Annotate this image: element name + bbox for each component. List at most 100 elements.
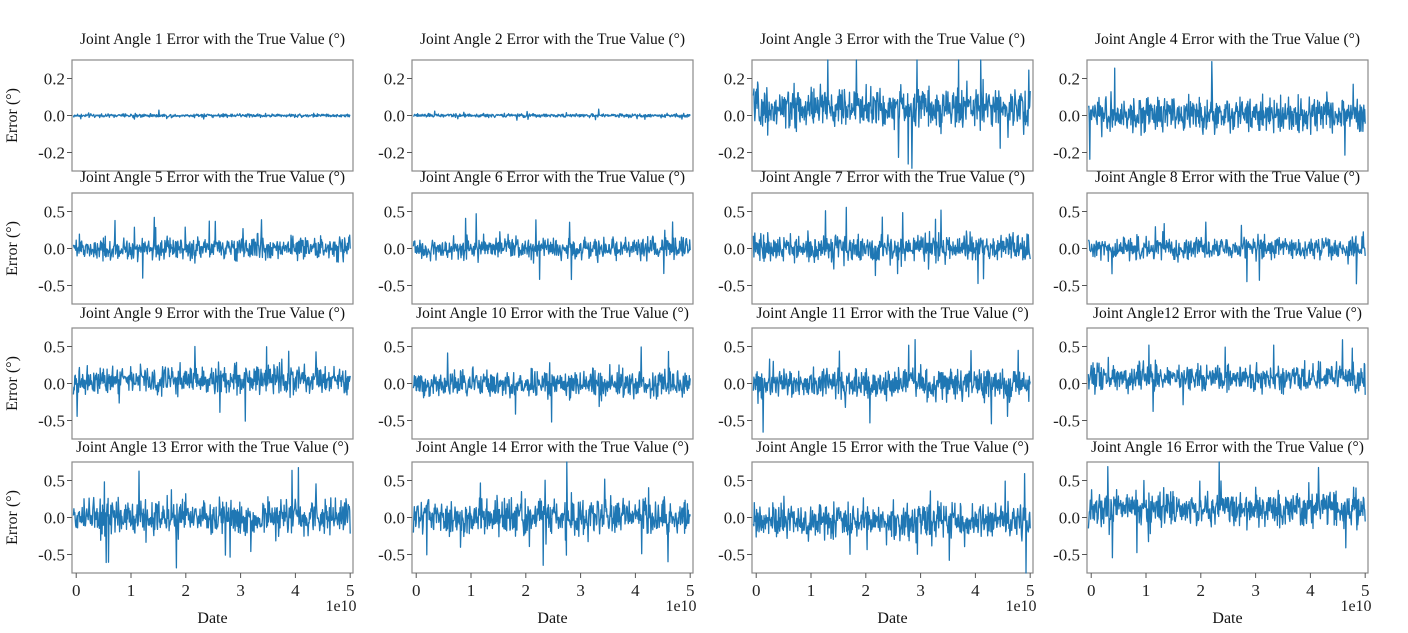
series-line	[412, 346, 691, 423]
x-tick-label: 0	[72, 581, 81, 600]
series-line	[1087, 60, 1366, 160]
chart-title: Joint Angle 2 Error with the True Value …	[420, 31, 685, 48]
x-tick-label: 1	[1142, 581, 1151, 600]
chart-panel-10: Joint Angle 10 Error with the True Value…	[378, 305, 694, 440]
series-line	[412, 108, 691, 121]
x-axis-label: Date	[877, 610, 907, 627]
y-tick-label: -0.5	[718, 546, 745, 565]
chart-title: Joint Angle 4 Error with the True Value …	[1095, 31, 1360, 48]
y-tick-label: -0.5	[378, 546, 405, 565]
y-axis-label: Error (°)	[4, 221, 21, 276]
y-tick-label: -0.2	[38, 144, 65, 163]
x-tick-label: 3	[576, 581, 585, 600]
chart-panel-7: Joint Angle 7 Error with the True Value …	[718, 169, 1034, 305]
y-tick-label: 0.5	[44, 338, 65, 357]
x-tick-label: 4	[291, 581, 300, 600]
chart-panel-16: Joint Angle 16 Error with the True Value…	[1053, 439, 1371, 627]
series-line	[752, 473, 1031, 574]
chart-title: Joint Angle 1 Error with the True Value …	[80, 31, 345, 48]
x-offset-label: 1e10	[1005, 598, 1036, 615]
chart-panel-4: Joint Angle 4 Error with the True Value …	[1053, 31, 1369, 172]
y-tick-label: 0.0	[724, 107, 745, 126]
y-tick-label: 0.0	[44, 107, 65, 126]
x-tick-label: 5	[1026, 581, 1035, 600]
chart-panel-14: Joint Angle 14 Error with the True Value…	[378, 439, 696, 627]
y-tick-label: 0.0	[724, 375, 745, 394]
series-line	[72, 466, 351, 569]
x-tick-label: 0	[412, 581, 421, 600]
y-tick-label: 0.2	[44, 70, 65, 89]
chart-title: Joint Angle 16 Error with the True Value…	[1091, 439, 1364, 456]
y-tick-label: 0.2	[724, 70, 745, 89]
series-line	[1087, 461, 1366, 559]
y-tick-label: -0.5	[718, 277, 745, 296]
y-tick-label: -0.2	[718, 144, 745, 163]
chart-title: Joint Angle 9 Error with the True Value …	[80, 305, 345, 322]
chart-panel-2: Joint Angle 2 Error with the True Value …	[378, 31, 694, 172]
chart-panel-9: Joint Angle 9 Error with the True Value …	[4, 305, 354, 440]
chart-panel-1: Joint Angle 1 Error with the True Value …	[4, 31, 354, 172]
y-tick-label: 0.0	[1059, 509, 1080, 528]
y-tick-label: 0.5	[1059, 338, 1080, 357]
y-tick-label: 0.5	[384, 338, 405, 357]
series-line	[1087, 339, 1366, 413]
y-tick-label: 0.5	[44, 472, 65, 491]
y-tick-label: 0.0	[384, 107, 405, 126]
series-line	[752, 338, 1031, 433]
y-tick-label: 0.5	[384, 472, 405, 491]
chart-title: Joint Angle12 Error with the True Value …	[1093, 305, 1362, 322]
y-axis-label: Error (°)	[4, 490, 21, 545]
x-tick-label: 5	[346, 581, 355, 600]
x-tick-label: 5	[1361, 581, 1370, 600]
x-tick-label: 1	[807, 581, 816, 600]
y-tick-label: 0.5	[1059, 472, 1080, 491]
y-tick-label: -0.5	[1053, 277, 1080, 296]
chart-title: Joint Angle 7 Error with the True Value …	[760, 169, 1025, 186]
x-tick-label: 3	[916, 581, 925, 600]
x-tick-label: 5	[686, 581, 695, 600]
chart-panel-8: Joint Angle 8 Error with the True Value …	[1053, 169, 1369, 305]
x-tick-label: 0	[752, 581, 761, 600]
x-tick-label: 2	[522, 581, 531, 600]
y-tick-label: 0.5	[384, 203, 405, 222]
chart-title: Joint Angle 5 Error with the True Value …	[80, 169, 345, 186]
chart-panel-3: Joint Angle 3 Error with the True Value …	[718, 31, 1034, 172]
chart-panel-11: Joint Angle 11 Error with the True Value…	[718, 305, 1034, 440]
chart-title: Joint Angle 10 Error with the True Value…	[416, 305, 689, 322]
chart-panel-12: Joint Angle12 Error with the True Value …	[1053, 305, 1369, 440]
chart-title: Joint Angle 3 Error with the True Value …	[760, 31, 1025, 48]
x-offset-label: 1e10	[1340, 598, 1371, 615]
x-axis-label: Date	[537, 610, 567, 627]
chart-title: Joint Angle 14 Error with the True Value…	[416, 439, 689, 456]
x-tick-label: 3	[236, 581, 245, 600]
series-line	[412, 213, 691, 281]
x-tick-label: 2	[182, 581, 191, 600]
series-line	[72, 345, 351, 422]
chart-panel-13: Joint Angle 13 Error with the True Value…	[4, 439, 357, 627]
y-tick-label: 0.0	[384, 509, 405, 528]
x-tick-label: 4	[1306, 581, 1315, 600]
x-tick-label: 4	[971, 581, 980, 600]
y-tick-label: -0.2	[1053, 144, 1080, 163]
y-tick-label: 0.0	[1059, 375, 1080, 394]
chart-title: Joint Angle 13 Error with the True Value…	[76, 439, 349, 456]
y-tick-label: 0.0	[1059, 240, 1080, 259]
x-tick-label: 1	[127, 581, 136, 600]
chart-panel-6: Joint Angle 6 Error with the True Value …	[378, 169, 694, 305]
x-tick-label: 4	[631, 581, 640, 600]
chart-title: Joint Angle 8 Error with the True Value …	[1095, 169, 1360, 186]
x-tick-label: 0	[1087, 581, 1096, 600]
y-tick-label: -0.5	[1053, 412, 1080, 431]
y-tick-label: 0.5	[1059, 203, 1080, 222]
series-line	[72, 216, 351, 279]
y-tick-label: -0.5	[1053, 546, 1080, 565]
series-line	[752, 206, 1031, 285]
y-axis-label: Error (°)	[4, 88, 21, 143]
y-tick-label: 0.0	[384, 240, 405, 259]
series-line	[72, 109, 351, 120]
plot-area	[1086, 461, 1369, 574]
y-tick-label: 0.2	[1059, 70, 1080, 89]
x-tick-label: 2	[862, 581, 871, 600]
y-tick-label: 0.0	[724, 240, 745, 259]
